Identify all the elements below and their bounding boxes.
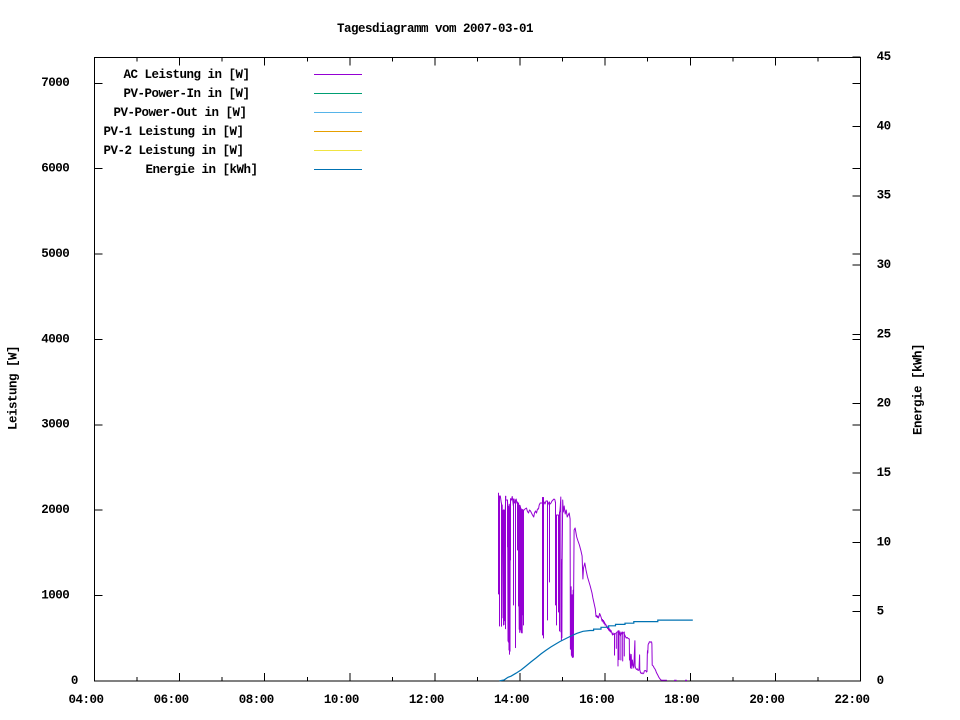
svg-text:08:00: 08:00 [239, 693, 274, 707]
svg-text:PV-Power-Out in [W]: PV-Power-Out in [W] [114, 106, 247, 120]
svg-text:18:00: 18:00 [664, 693, 699, 707]
svg-text:Tagesdiagramm vom 2007-03-01: Tagesdiagramm vom 2007-03-01 [337, 22, 533, 36]
svg-text:4000: 4000 [41, 332, 69, 346]
svg-text:12:00: 12:00 [409, 693, 444, 707]
svg-text:16:00: 16:00 [579, 693, 614, 707]
svg-text:Energie in [kWh]: Energie in [kWh] [146, 163, 258, 177]
svg-text:2000: 2000 [41, 503, 69, 517]
svg-text:AC Leistung in [W]: AC Leistung in [W] [124, 68, 250, 82]
svg-text:0: 0 [877, 674, 884, 688]
svg-text:6000: 6000 [41, 162, 69, 176]
svg-text:Leistung [W]: Leistung [W] [7, 346, 21, 430]
svg-text:PV-1 Leistung in [W]: PV-1 Leistung in [W] [104, 125, 244, 139]
svg-text:35: 35 [877, 189, 891, 203]
svg-text:22:00: 22:00 [834, 693, 869, 707]
svg-text:PV-Power-In in [W]: PV-Power-In in [W] [124, 87, 250, 101]
svg-text:25: 25 [877, 327, 891, 341]
svg-text:PV-2 Leistung in [W]: PV-2 Leistung in [W] [104, 144, 244, 158]
svg-text:Energie [kWh]: Energie [kWh] [912, 344, 926, 435]
svg-text:40: 40 [877, 119, 891, 133]
svg-text:30: 30 [877, 258, 891, 272]
svg-text:7000: 7000 [41, 76, 69, 90]
svg-text:10: 10 [877, 535, 891, 549]
svg-text:04:00: 04:00 [68, 693, 103, 707]
svg-text:3000: 3000 [41, 418, 69, 432]
svg-text:0: 0 [71, 674, 78, 688]
svg-text:45: 45 [877, 50, 891, 64]
svg-text:5000: 5000 [41, 247, 69, 261]
svg-text:06:00: 06:00 [154, 693, 189, 707]
svg-text:1000: 1000 [41, 589, 69, 603]
svg-text:20: 20 [877, 397, 891, 411]
svg-text:5: 5 [877, 605, 884, 619]
svg-text:10:00: 10:00 [324, 693, 359, 707]
svg-text:15: 15 [877, 466, 891, 480]
svg-text:14:00: 14:00 [494, 693, 529, 707]
svg-text:20:00: 20:00 [749, 693, 784, 707]
